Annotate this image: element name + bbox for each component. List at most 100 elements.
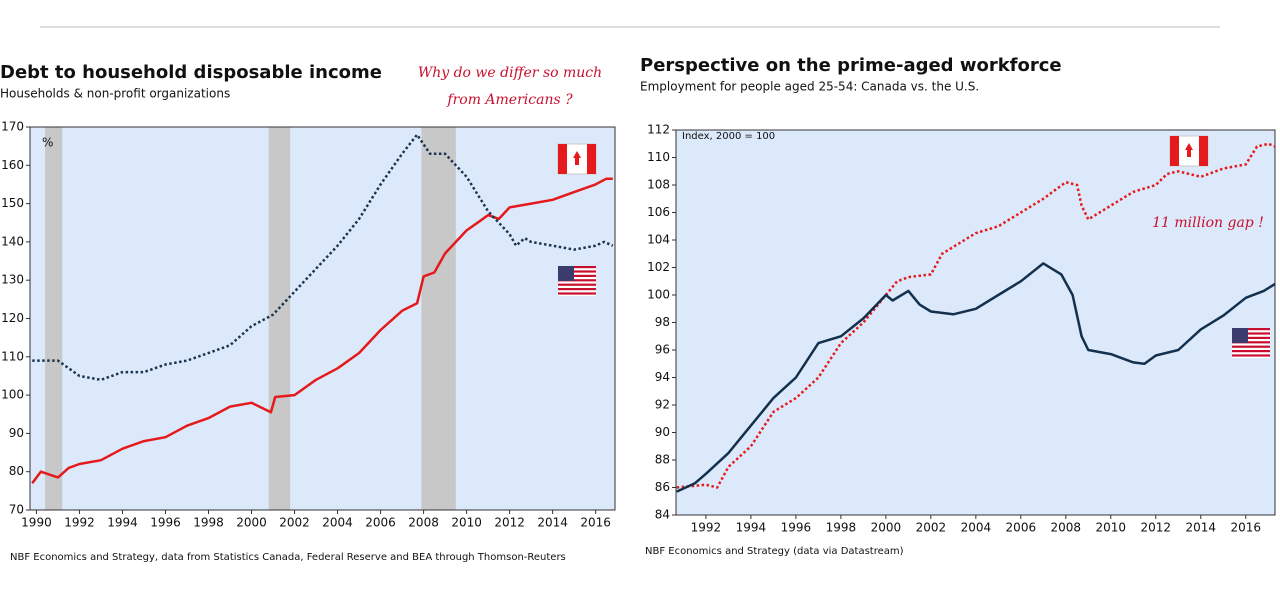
flag-usa bbox=[558, 274, 596, 277]
x-tick-label: 1996 bbox=[150, 516, 181, 530]
unit-label: Index, 2000 = 100 bbox=[682, 131, 775, 142]
y-tick-label: 140 bbox=[1, 234, 24, 248]
series-line bbox=[32, 133, 614, 382]
y-tick-label: 90 bbox=[9, 426, 24, 440]
y-tick-label: 80 bbox=[9, 464, 24, 478]
y-tick-label: 110 bbox=[1, 349, 24, 363]
flag-canada bbox=[1185, 143, 1193, 157]
plot-background bbox=[676, 130, 1275, 515]
y-tick-label: 84 bbox=[655, 508, 670, 522]
flag-usa bbox=[1232, 336, 1270, 339]
flag-usa bbox=[1232, 350, 1270, 353]
x-tick-label: 2012 bbox=[494, 516, 525, 530]
legend: Canada United States bbox=[1169, 135, 1270, 358]
x-tick-label: 2006 bbox=[365, 516, 396, 530]
y-tick-label: 98 bbox=[655, 315, 670, 329]
chart-subtitle: Employment for people aged 25-54: Canada… bbox=[640, 80, 979, 94]
annotation: 11 million gap ! bbox=[1152, 215, 1264, 231]
x-tick-label: 2006 bbox=[1006, 521, 1037, 535]
x-tick-label: 2004 bbox=[322, 516, 353, 530]
plot-frame bbox=[29, 126, 616, 511]
y-tick-label: 100 bbox=[647, 288, 670, 302]
flag-canada bbox=[587, 144, 596, 174]
flag-canada bbox=[1199, 136, 1208, 166]
flag-usa bbox=[1232, 354, 1270, 357]
chart-title: Debt to household disposable income bbox=[0, 62, 382, 83]
x-tick-label: 2010 bbox=[451, 516, 482, 530]
unit-label: % bbox=[42, 136, 53, 150]
annotation: from Americans ? bbox=[446, 92, 573, 108]
flag-usa bbox=[1232, 332, 1270, 335]
flag-usa bbox=[558, 283, 596, 286]
x-tick-label: 1996 bbox=[781, 521, 812, 535]
y-tick-label: 130 bbox=[1, 273, 24, 287]
x-tick-label: 2010 bbox=[1096, 521, 1127, 535]
y-tick-label: 150 bbox=[1, 196, 24, 210]
x-tick-label: 2008 bbox=[1051, 521, 1082, 535]
y-tick-label: 102 bbox=[647, 260, 670, 274]
legend: Canada United States bbox=[557, 143, 597, 296]
y-tick-label: 70 bbox=[9, 503, 24, 517]
legend-item: Canada bbox=[557, 143, 597, 175]
x-tick-label: 2002 bbox=[279, 516, 310, 530]
flag-canada bbox=[1170, 136, 1179, 166]
y-tick-label: 96 bbox=[655, 343, 670, 357]
legend-item: United States bbox=[1232, 328, 1270, 358]
legend-item: United States bbox=[558, 266, 596, 296]
x-tick-label: 2000 bbox=[236, 516, 267, 530]
x-tick-label: 1998 bbox=[193, 516, 224, 530]
y-tick-label: 120 bbox=[1, 311, 24, 325]
x-tick-label: 2014 bbox=[1185, 521, 1216, 535]
flag-usa bbox=[1232, 328, 1248, 343]
chart-subtitle: Households & non-profit organizations bbox=[0, 87, 230, 101]
x-tick-label: 1990 bbox=[21, 516, 52, 530]
x-tick-label: 1992 bbox=[691, 521, 722, 535]
flag-canada bbox=[573, 151, 581, 165]
source: NBF Economics and Strategy (data via Dat… bbox=[645, 546, 904, 557]
y-tick-label: 94 bbox=[655, 370, 670, 384]
flag-usa bbox=[558, 288, 596, 291]
x-tick-label: 2004 bbox=[961, 521, 992, 535]
flag-usa bbox=[1232, 341, 1270, 344]
source: NBF Economics and Strategy, data from St… bbox=[10, 552, 566, 563]
flag-usa bbox=[558, 279, 596, 282]
y-tick-label: 100 bbox=[1, 388, 24, 402]
series-line bbox=[31, 177, 613, 484]
flag-usa bbox=[1232, 328, 1270, 331]
x-tick-label: 2002 bbox=[916, 521, 947, 535]
y-tick-label: 88 bbox=[655, 453, 670, 467]
x-tick-label: 2012 bbox=[1141, 521, 1172, 535]
x-tick-label: 2016 bbox=[580, 516, 611, 530]
x-tick-label: 1994 bbox=[107, 516, 138, 530]
y-tick-label: 86 bbox=[655, 480, 670, 494]
flag-usa bbox=[558, 270, 596, 273]
flag-usa bbox=[558, 266, 574, 281]
y-tick-label: 160 bbox=[1, 158, 24, 172]
y-tick-label: 104 bbox=[647, 233, 670, 247]
plot-frame bbox=[675, 129, 1276, 516]
x-tick-label: 2016 bbox=[1230, 521, 1261, 535]
x-tick-label: 1994 bbox=[736, 521, 767, 535]
y-tick-label: 92 bbox=[655, 398, 670, 412]
y-tick-label: 110 bbox=[647, 150, 670, 164]
recession-band bbox=[45, 127, 63, 510]
x-tick-label: 2014 bbox=[537, 516, 568, 530]
flag-usa bbox=[558, 266, 596, 269]
y-tick-label: 90 bbox=[655, 425, 670, 439]
x-tick-label: 2008 bbox=[408, 516, 439, 530]
flag-canada bbox=[558, 144, 567, 174]
x-tick-label: 1998 bbox=[826, 521, 857, 535]
legend-item: Canada bbox=[1169, 135, 1209, 167]
recession-band bbox=[268, 127, 291, 510]
flag-usa bbox=[558, 292, 596, 295]
y-tick-label: 106 bbox=[647, 205, 670, 219]
y-tick-label: 112 bbox=[647, 123, 670, 137]
series-line bbox=[676, 262, 1276, 493]
chart-title: Perspective on the prime-aged workforce bbox=[640, 55, 1062, 76]
y-tick-label: 170 bbox=[1, 120, 24, 134]
recession-band bbox=[421, 127, 456, 510]
annotation: Why do we differ so much bbox=[418, 65, 602, 81]
y-tick-label: 108 bbox=[647, 178, 670, 192]
